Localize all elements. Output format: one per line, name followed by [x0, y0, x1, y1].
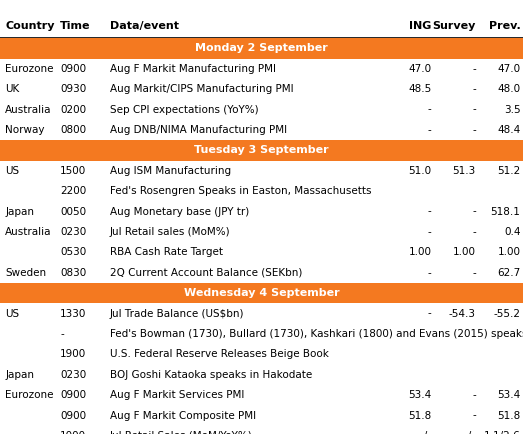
Text: 0830: 0830 [60, 268, 86, 278]
Text: US: US [5, 309, 19, 319]
Text: Aug DNB/NIMA Manufacturing PMI: Aug DNB/NIMA Manufacturing PMI [110, 125, 287, 135]
Text: Fed's Bowman (1730), Bullard (1730), Kashkari (1800) and Evans (2015) speaks: Fed's Bowman (1730), Bullard (1730), Kas… [110, 329, 523, 339]
Text: 518.1: 518.1 [491, 207, 520, 217]
Text: 0530: 0530 [60, 247, 86, 257]
Text: Eurozone: Eurozone [5, 390, 54, 400]
Text: Australia: Australia [5, 105, 52, 115]
Text: Sep CPI expectations (YoY%): Sep CPI expectations (YoY%) [110, 105, 258, 115]
Text: 0230: 0230 [60, 370, 86, 380]
Text: -: - [428, 207, 431, 217]
Text: -: - [472, 268, 476, 278]
Text: 53.4: 53.4 [497, 390, 520, 400]
Text: 0230: 0230 [60, 227, 86, 237]
Text: 0930: 0930 [60, 84, 86, 94]
Text: 48.5: 48.5 [408, 84, 431, 94]
Text: ING: ING [409, 20, 431, 31]
Text: Australia: Australia [5, 227, 52, 237]
Text: 1.00: 1.00 [453, 247, 476, 257]
Text: 1900: 1900 [60, 349, 86, 359]
Text: Monday 2 September: Monday 2 September [195, 43, 328, 53]
Text: 51.3: 51.3 [453, 166, 476, 176]
Text: RBA Cash Rate Target: RBA Cash Rate Target [110, 247, 223, 257]
Text: Tuesday 3 September: Tuesday 3 September [194, 145, 329, 155]
Text: US: US [5, 166, 19, 176]
Text: Country: Country [5, 20, 55, 31]
Text: 51.8: 51.8 [408, 411, 431, 421]
Text: Aug F Markit Services PMI: Aug F Markit Services PMI [110, 390, 244, 400]
Text: 47.0: 47.0 [408, 64, 431, 74]
Text: Wednesday 4 September: Wednesday 4 September [184, 288, 339, 298]
Text: Eurozone: Eurozone [5, 64, 54, 74]
Text: -: - [428, 105, 431, 115]
Bar [0, 38, 523, 59]
Text: 3.5: 3.5 [504, 105, 520, 115]
Text: -/-: -/- [465, 431, 476, 434]
Text: 0800: 0800 [60, 125, 86, 135]
Text: 51.8: 51.8 [497, 411, 520, 421]
Text: -: - [472, 125, 476, 135]
Text: -55.2: -55.2 [493, 309, 520, 319]
Text: Fed's Rosengren Speaks in Easton, Massachusetts: Fed's Rosengren Speaks in Easton, Massac… [110, 186, 371, 196]
Text: -54.3: -54.3 [449, 309, 476, 319]
Text: -: - [428, 268, 431, 278]
Text: -: - [60, 329, 64, 339]
Text: Jul Retail sales (MoM%): Jul Retail sales (MoM%) [110, 227, 231, 237]
Text: Aug ISM Manufacturing: Aug ISM Manufacturing [110, 166, 231, 176]
Text: -: - [472, 390, 476, 400]
Text: 1.00: 1.00 [408, 247, 431, 257]
Text: -: - [472, 227, 476, 237]
Text: 1.1/2.6: 1.1/2.6 [484, 431, 520, 434]
Text: -: - [428, 227, 431, 237]
Text: 0050: 0050 [60, 207, 86, 217]
Text: 48.0: 48.0 [497, 84, 520, 94]
Text: Jul Trade Balance (US$bn): Jul Trade Balance (US$bn) [110, 309, 244, 319]
Text: Aug F Markit Manufacturing PMI: Aug F Markit Manufacturing PMI [110, 64, 276, 74]
Text: 62.7: 62.7 [497, 268, 520, 278]
Text: 47.0: 47.0 [497, 64, 520, 74]
Text: 0900: 0900 [60, 411, 86, 421]
Text: Norway: Norway [5, 125, 45, 135]
Text: Japan: Japan [5, 207, 34, 217]
Text: 2200: 2200 [60, 186, 86, 196]
Text: 1.00: 1.00 [497, 247, 520, 257]
Text: Sweden: Sweden [5, 268, 47, 278]
Text: Aug Markit/CIPS Manufacturing PMI: Aug Markit/CIPS Manufacturing PMI [110, 84, 293, 94]
Text: 1000: 1000 [60, 431, 86, 434]
Bar [0, 283, 523, 303]
Text: UK: UK [5, 84, 19, 94]
Text: 1330: 1330 [60, 309, 86, 319]
Text: Prev.: Prev. [488, 20, 520, 31]
Text: -: - [428, 309, 431, 319]
Text: -: - [472, 64, 476, 74]
Text: 53.4: 53.4 [408, 390, 431, 400]
Text: 48.4: 48.4 [497, 125, 520, 135]
Text: 51.0: 51.0 [408, 166, 431, 176]
Text: -: - [472, 207, 476, 217]
Text: Jul Retail Sales (MoM/YoY%): Jul Retail Sales (MoM/YoY%) [110, 431, 253, 434]
Text: 0200: 0200 [60, 105, 86, 115]
Text: -: - [428, 125, 431, 135]
Bar [0, 140, 523, 161]
Text: U.S. Federal Reserve Releases Beige Book: U.S. Federal Reserve Releases Beige Book [110, 349, 328, 359]
Text: 51.2: 51.2 [497, 166, 520, 176]
Text: Data/event: Data/event [110, 20, 179, 31]
Text: 0900: 0900 [60, 390, 86, 400]
Text: 1500: 1500 [60, 166, 86, 176]
Text: Japan: Japan [5, 370, 34, 380]
Text: Time: Time [60, 20, 90, 31]
Text: 0900: 0900 [60, 64, 86, 74]
Text: 0.4: 0.4 [504, 227, 520, 237]
Text: BOJ Goshi Kataoka speaks in Hakodate: BOJ Goshi Kataoka speaks in Hakodate [110, 370, 312, 380]
Text: -: - [472, 411, 476, 421]
Text: Aug F Markit Composite PMI: Aug F Markit Composite PMI [110, 411, 256, 421]
Text: -/-: -/- [420, 431, 431, 434]
Text: Aug Monetary base (JPY tr): Aug Monetary base (JPY tr) [110, 207, 249, 217]
Text: -: - [472, 84, 476, 94]
Text: -: - [472, 105, 476, 115]
Text: Survey: Survey [433, 20, 476, 31]
Text: 2Q Current Account Balance (SEKbn): 2Q Current Account Balance (SEKbn) [110, 268, 302, 278]
